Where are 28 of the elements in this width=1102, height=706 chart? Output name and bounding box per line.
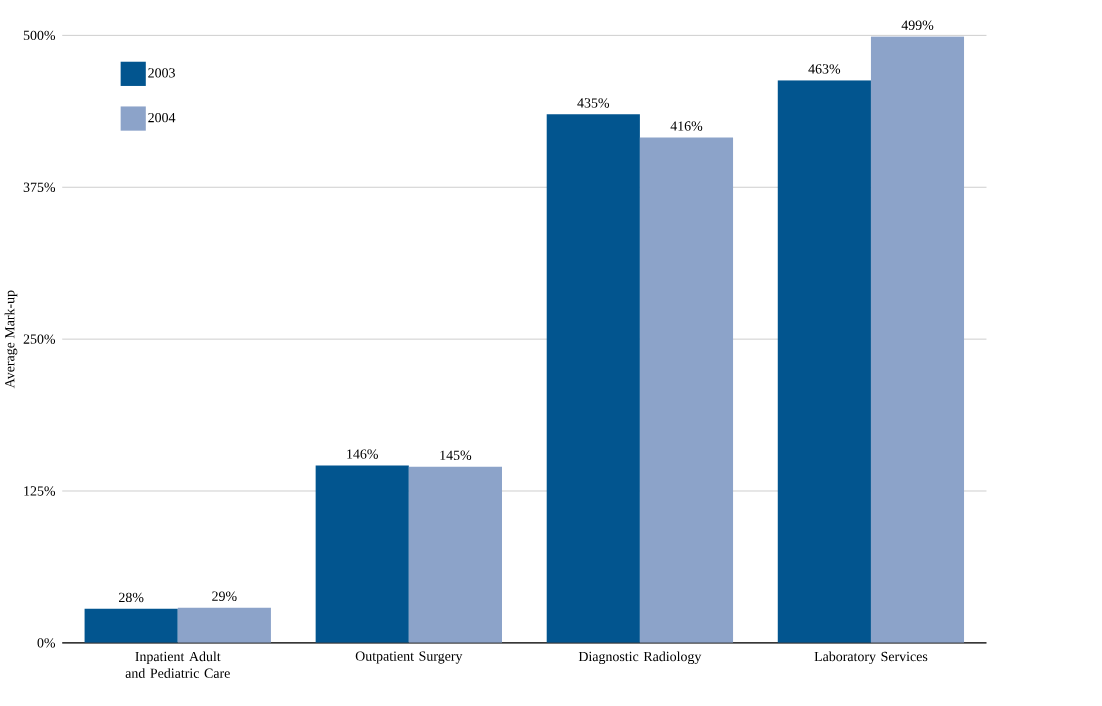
bar xyxy=(870,36,965,643)
y-tick-label: 250% xyxy=(23,334,56,344)
bar xyxy=(408,466,502,643)
y-tick-label: 125% xyxy=(24,486,56,496)
y-axis-title: Average Mark-up xyxy=(4,290,18,389)
bar xyxy=(777,80,871,643)
data-label: 435% xyxy=(577,98,610,108)
legend-label: 2003 xyxy=(148,68,175,78)
data-label: 499% xyxy=(901,20,934,30)
y-tick-label: 375% xyxy=(23,182,56,192)
x-tick-label: Inpatient Adult and Pediatric Care xyxy=(125,651,230,678)
data-label: 29% xyxy=(212,591,237,601)
data-label: 28% xyxy=(119,592,144,603)
y-tick-label: 0% xyxy=(37,638,56,648)
x-tick-label: Diagnostic Radiology xyxy=(578,651,702,664)
data-label: 416% xyxy=(670,121,703,131)
y-tick-label: 500% xyxy=(23,30,56,41)
x-tick-label: Laboratory Services xyxy=(814,651,928,664)
data-label: 146% xyxy=(347,449,378,459)
bar xyxy=(177,607,271,643)
data-label: 145% xyxy=(440,450,472,460)
legend-label: 2004 xyxy=(148,112,176,123)
x-tick-label: Outpatient Surgery xyxy=(355,651,463,664)
data-label: 463% xyxy=(808,64,841,74)
bar xyxy=(315,465,409,643)
bar xyxy=(639,137,734,643)
bar xyxy=(546,114,640,643)
bar xyxy=(84,608,178,643)
